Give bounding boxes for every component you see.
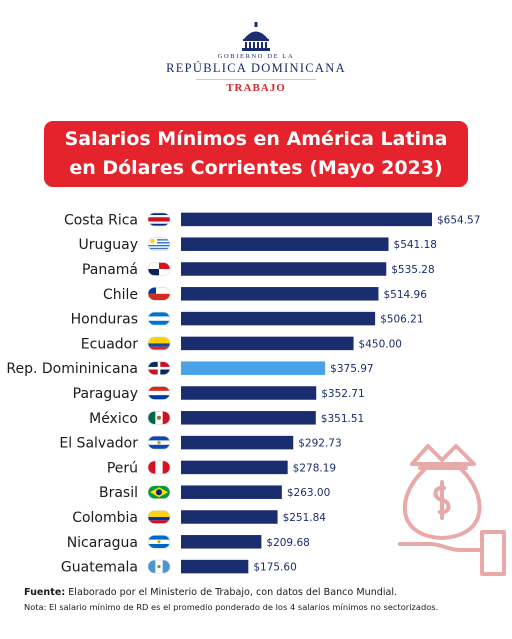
bar-row: Honduras $506.21 [71, 312, 424, 328]
gov-line-1: GOBIERNO DE LA [217, 53, 295, 60]
bar-row: Nicaragua $209.68 [67, 535, 310, 551]
bar [181, 287, 379, 301]
category-label: Honduras [71, 312, 138, 328]
chart-title-line-2: en Dólares Corrientes (Mayo 2023) [69, 157, 443, 179]
bar-row: Uruguay $541.18 [79, 237, 437, 253]
category-label: México [89, 411, 138, 427]
bar [181, 212, 432, 227]
bar-row: Guatemala $175.60 [61, 560, 297, 576]
category-label: El Salvador [59, 436, 138, 452]
value-label: $375.97 [330, 363, 373, 375]
bar [181, 510, 278, 524]
bar [181, 237, 389, 251]
bar-row: Costa Rica $654.57 [64, 212, 480, 228]
value-label: $506.21 [380, 314, 423, 326]
value-label: $352.71 [321, 388, 364, 400]
hand-holding-money-bag-icon [398, 444, 506, 576]
government-building-dome-icon [242, 22, 270, 51]
category-label: Rep. Domininicana [6, 361, 138, 377]
brazil-flag-icon [147, 485, 171, 500]
dominican-republic-flag-icon [147, 361, 171, 375]
value-label: $251.84 [283, 512, 327, 524]
el-salvador-flag-icon [147, 435, 171, 450]
source-line: Fuente: Elaborado por el Ministerio de T… [24, 587, 494, 598]
bar [181, 311, 376, 326]
bar [181, 460, 288, 475]
bar [181, 386, 317, 400]
bar-row: Colombia $251.84 [72, 510, 326, 526]
value-label: $263.00 [287, 487, 330, 499]
source-label: Fuente: [24, 587, 66, 598]
category-label: Guatemala [61, 560, 138, 576]
category-label: Brasil [99, 485, 138, 501]
panama-flag-icon [147, 262, 171, 276]
header-divider [196, 79, 316, 80]
value-label: $654.57 [437, 214, 480, 226]
footer: Fuente: Elaborado por el Ministerio de T… [24, 587, 494, 612]
bar [181, 485, 282, 499]
bar-row: Rep. Domininicana $375.97 [6, 361, 373, 377]
bar-row: El Salvador $292.73 [59, 436, 341, 452]
category-label: Nicaragua [67, 535, 138, 551]
bar-row: Brasil $263.00 [99, 485, 330, 501]
value-label: $541.18 [394, 239, 437, 251]
bar-row: Ecuador $450.00 [81, 336, 402, 352]
header: GOBIERNO DE LA REPÚBLICA DOMINICANA TRAB… [0, 22, 512, 94]
bar [181, 559, 249, 574]
paraguay-flag-icon [147, 386, 171, 400]
category-label: Perú [107, 460, 138, 476]
nicaragua-flag-icon [147, 534, 171, 549]
category-label: Panamá [82, 262, 138, 278]
chart-title: Salarios Mínimos en América Latina en Dó… [44, 121, 468, 187]
peru-flag-icon [147, 460, 171, 475]
bar-row: Panamá $535.28 [82, 262, 435, 278]
category-label: Chile [103, 287, 138, 303]
colombia-flag-icon [147, 510, 171, 524]
bar-row: Chile $514.96 [103, 287, 427, 303]
value-label: $175.60 [253, 562, 296, 574]
category-label: Costa Rica [64, 212, 138, 228]
source-text: Elaborado por el Ministerio de Trabajo, … [65, 587, 398, 598]
costa-rica-flag-icon [147, 212, 171, 227]
uruguay-flag-icon [147, 237, 171, 252]
gov-line-3: TRABAJO [226, 82, 286, 94]
gov-line-2: REPÚBLICA DOMINICANA [166, 61, 346, 75]
value-label: $514.96 [383, 289, 427, 301]
bar-highlighted [181, 361, 326, 375]
value-label: $278.19 [293, 462, 336, 474]
category-label: Colombia [72, 510, 138, 526]
category-label: Ecuador [81, 336, 138, 352]
bar [181, 336, 354, 351]
bar [181, 411, 316, 425]
bar-row: Paraguay $352.71 [73, 386, 365, 402]
value-label: $209.68 [266, 537, 309, 549]
bar [181, 435, 294, 450]
ecuador-flag-icon [147, 336, 171, 351]
value-label: $351.51 [321, 413, 364, 425]
note-line: Nota: El salario mínimo de RD es el prom… [24, 602, 439, 612]
guatemala-flag-icon [147, 559, 171, 574]
bar [181, 535, 262, 549]
chile-flag-icon [147, 287, 171, 301]
bar-row: México $351.51 [89, 411, 364, 427]
category-label: Paraguay [73, 386, 138, 402]
value-label: $292.73 [298, 438, 341, 450]
mexico-flag-icon [147, 411, 171, 425]
value-label: $535.28 [391, 264, 434, 276]
bar [181, 262, 387, 276]
bar-row: Perú $278.19 [107, 460, 336, 476]
bar-chart: Costa Rica $654.57 Uruguay $541.18 Panamá $53… [6, 212, 480, 576]
honduras-flag-icon [147, 311, 171, 326]
category-label: Uruguay [79, 237, 139, 253]
value-label: $450.00 [359, 338, 402, 350]
chart-title-line-1: Salarios Mínimos en América Latina [64, 128, 448, 150]
